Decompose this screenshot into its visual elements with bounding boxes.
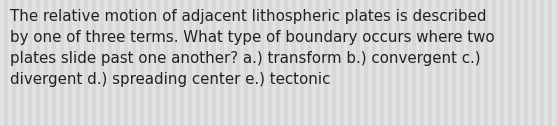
Bar <box>64 0 68 126</box>
Bar <box>32 0 36 126</box>
Bar <box>256 0 260 126</box>
Bar <box>400 0 404 126</box>
Bar <box>40 0 44 126</box>
Bar <box>136 0 140 126</box>
Bar <box>384 0 388 126</box>
Bar <box>512 0 516 126</box>
Bar <box>264 0 268 126</box>
Bar <box>424 0 428 126</box>
Bar <box>232 0 236 126</box>
Bar <box>488 0 492 126</box>
Bar <box>96 0 100 126</box>
Bar <box>288 0 292 126</box>
Bar <box>440 0 444 126</box>
Bar <box>504 0 508 126</box>
Bar <box>496 0 500 126</box>
Bar <box>456 0 460 126</box>
Bar <box>120 0 124 126</box>
Bar <box>104 0 108 126</box>
Bar <box>144 0 148 126</box>
Bar <box>8 0 12 126</box>
Bar <box>520 0 524 126</box>
Bar <box>112 0 116 126</box>
Bar <box>408 0 412 126</box>
Bar <box>24 0 28 126</box>
Bar <box>128 0 132 126</box>
Bar <box>376 0 380 126</box>
Bar <box>88 0 92 126</box>
Bar <box>160 0 164 126</box>
Bar <box>352 0 356 126</box>
Bar <box>248 0 252 126</box>
Bar <box>80 0 84 126</box>
Bar <box>216 0 220 126</box>
Bar <box>56 0 60 126</box>
Bar <box>152 0 156 126</box>
Bar <box>184 0 188 126</box>
Bar <box>392 0 396 126</box>
Bar <box>480 0 484 126</box>
Bar <box>544 0 548 126</box>
Bar <box>16 0 20 126</box>
Bar <box>296 0 300 126</box>
Bar <box>432 0 436 126</box>
Bar <box>192 0 196 126</box>
Bar <box>472 0 476 126</box>
Bar <box>200 0 204 126</box>
Bar <box>224 0 228 126</box>
Bar <box>360 0 364 126</box>
Bar <box>280 0 284 126</box>
Text: The relative motion of adjacent lithospheric plates is described
by one of three: The relative motion of adjacent lithosph… <box>10 9 495 87</box>
Bar <box>368 0 372 126</box>
Bar <box>48 0 52 126</box>
Bar <box>336 0 340 126</box>
Bar <box>320 0 324 126</box>
Bar <box>176 0 180 126</box>
Bar <box>552 0 556 126</box>
Bar <box>240 0 244 126</box>
Bar <box>536 0 540 126</box>
Bar <box>72 0 76 126</box>
Bar <box>448 0 452 126</box>
Bar <box>344 0 348 126</box>
Bar <box>0 0 4 126</box>
Bar <box>464 0 468 126</box>
Bar <box>416 0 420 126</box>
Bar <box>528 0 532 126</box>
Bar <box>208 0 212 126</box>
Bar <box>304 0 308 126</box>
Bar <box>168 0 172 126</box>
Bar <box>328 0 332 126</box>
Bar <box>272 0 276 126</box>
Bar <box>312 0 316 126</box>
